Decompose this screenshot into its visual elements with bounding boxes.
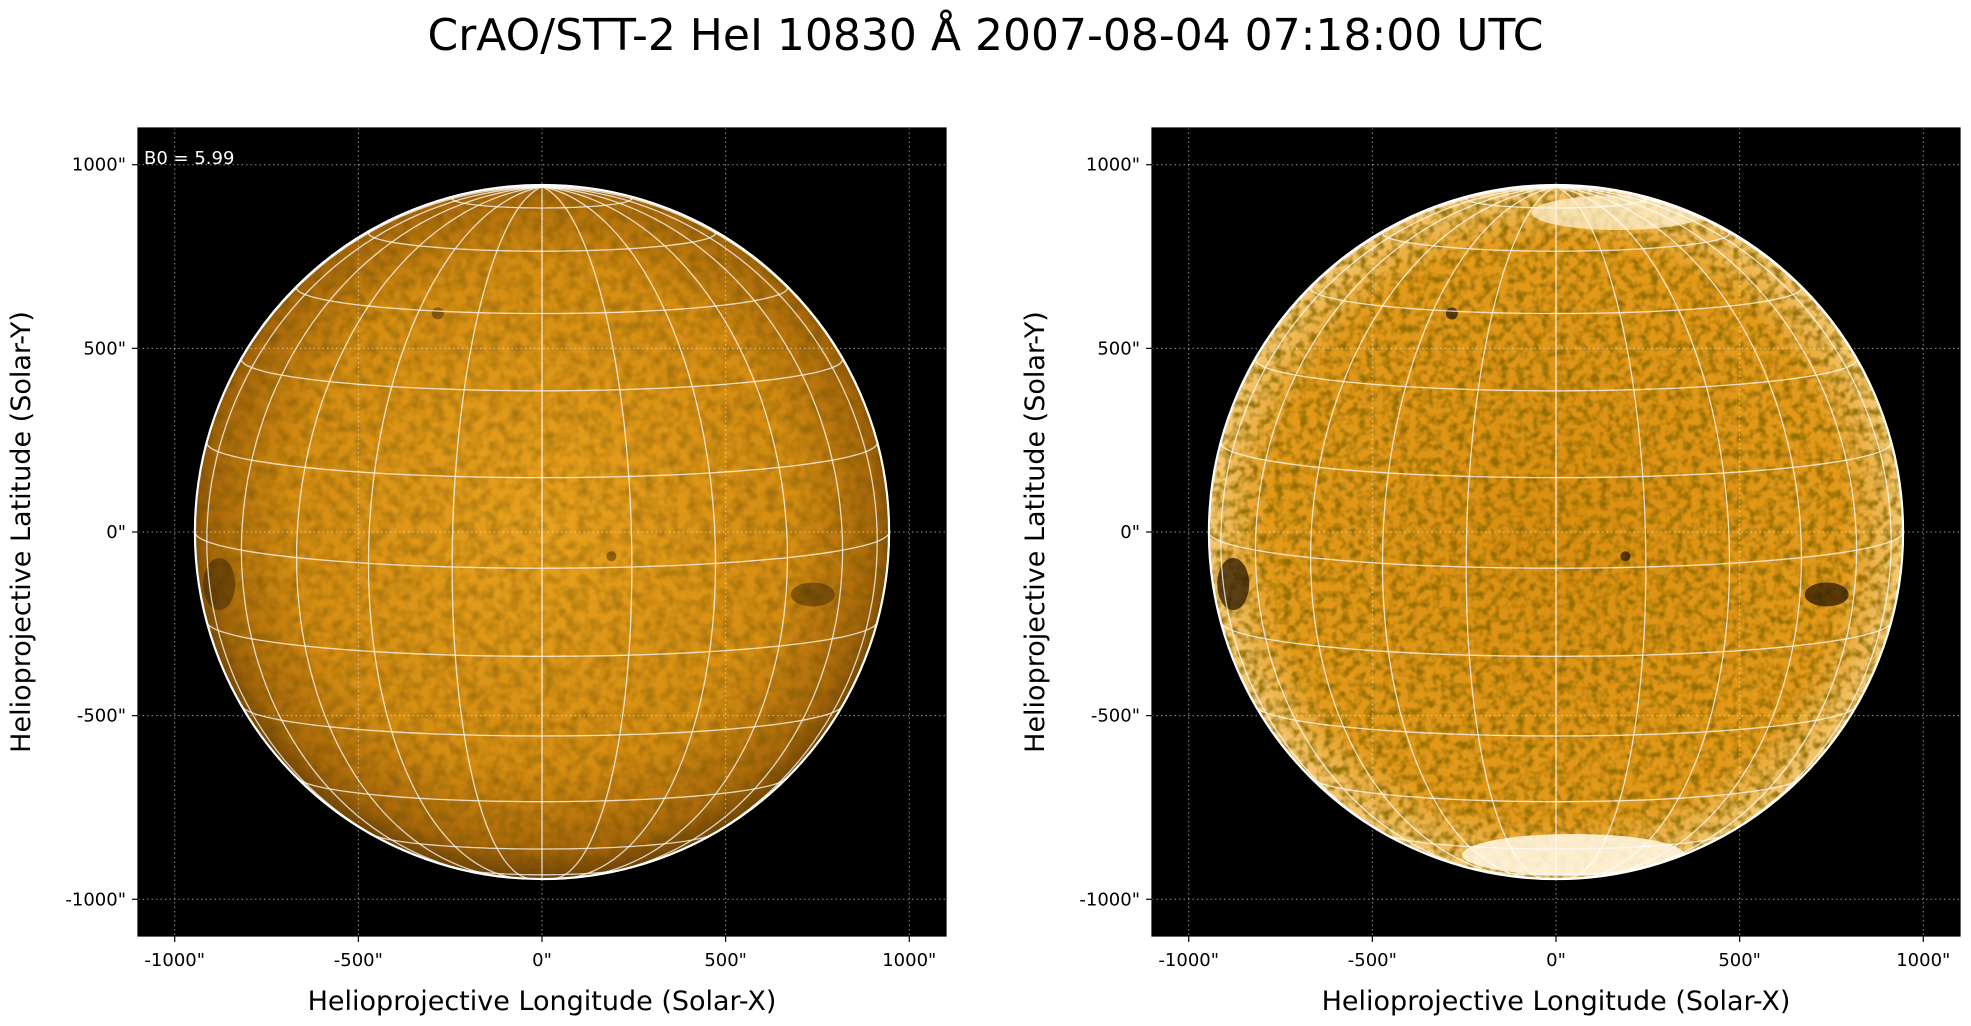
heliographic-gridline	[541, 186, 717, 879]
heliographic-gridline	[1555, 186, 1892, 852]
heliographic-gridline	[541, 186, 844, 875]
b0-annotation: B0 = 5.99	[144, 148, 234, 169]
heliographic-gridline	[1309, 186, 1557, 878]
x-tick-label: -1000"	[1158, 950, 1219, 971]
x-tick-label: 0"	[532, 950, 552, 971]
solar-limb	[193, 183, 891, 881]
heliographic-gridline	[1254, 186, 1557, 875]
dark-filament	[606, 551, 617, 562]
heliographic-gridline	[1555, 186, 1731, 879]
y-tick-label: 0"	[1120, 522, 1140, 543]
y-tick-label: 500"	[1097, 338, 1140, 359]
x-tick-label: 1000"	[882, 950, 936, 971]
heliographic-gridline	[1555, 186, 1647, 880]
y-tick-label: -500"	[77, 706, 126, 727]
y-tick-label: -500"	[1091, 706, 1140, 727]
heliographic-gridline	[1381, 186, 1557, 879]
bright-region	[1462, 833, 1685, 876]
y-tick-label: -1000"	[65, 889, 126, 910]
heliographic-gridline	[295, 186, 543, 878]
dark-filament	[1804, 582, 1849, 607]
heliographic-gridline	[367, 186, 543, 879]
heliographic-gridline	[1555, 186, 1858, 875]
x-tick-label: -500"	[334, 950, 383, 971]
heliographic-gridline	[541, 186, 878, 852]
y-tick-label: 0"	[106, 522, 126, 543]
map-panel: -1000" 1000" -500" 500" 0" 0" 500" -500" 1000" -1…	[1020, 127, 1961, 1017]
heliographic-gridline	[541, 186, 789, 878]
heliographic-gridline	[1465, 186, 1557, 880]
x-tick-label: 500"	[1718, 950, 1761, 971]
dark-filament	[1445, 307, 1458, 320]
dark-filament	[431, 307, 444, 320]
dark-filament	[1620, 551, 1631, 562]
solar-limb	[1207, 183, 1905, 881]
y-axis-title: Helioprojective Latitude (Solar-Y)	[1020, 311, 1051, 753]
heliographic-gridline	[451, 186, 543, 880]
map-panel: -1000" 1000" -500" 500" 0" 0" 500" -500" 1000" -1…	[6, 127, 947, 1017]
y-tick-label: 1000"	[1086, 155, 1140, 176]
heliographic-gridline	[541, 186, 633, 880]
y-tick-label: 1000"	[72, 155, 126, 176]
x-tick-label: 500"	[704, 950, 747, 971]
x-tick-label: -1000"	[144, 950, 205, 971]
figure-title: CrAO/STT-2 HeI 10830 Å 2007-08-04 07:18:…	[427, 10, 1544, 61]
y-axis-title: Helioprojective Latitude (Solar-Y)	[6, 311, 37, 753]
x-axis-title: Helioprojective Longitude (Solar-X)	[1322, 986, 1791, 1017]
bright-region	[1531, 195, 1706, 231]
heliographic-gridline	[1220, 186, 1557, 852]
x-tick-label: -500"	[1348, 950, 1397, 971]
heliographic-gridline	[1555, 186, 1803, 878]
y-tick-label: -1000"	[1079, 889, 1140, 910]
x-tick-label: 0"	[1546, 950, 1566, 971]
y-tick-label: 500"	[83, 338, 126, 359]
heliographic-gridline	[206, 186, 543, 852]
heliographic-gridline	[240, 186, 543, 875]
dark-filament	[790, 582, 835, 607]
x-axis-title: Helioprojective Longitude (Solar-X)	[308, 986, 777, 1017]
x-tick-label: 1000"	[1896, 950, 1950, 971]
